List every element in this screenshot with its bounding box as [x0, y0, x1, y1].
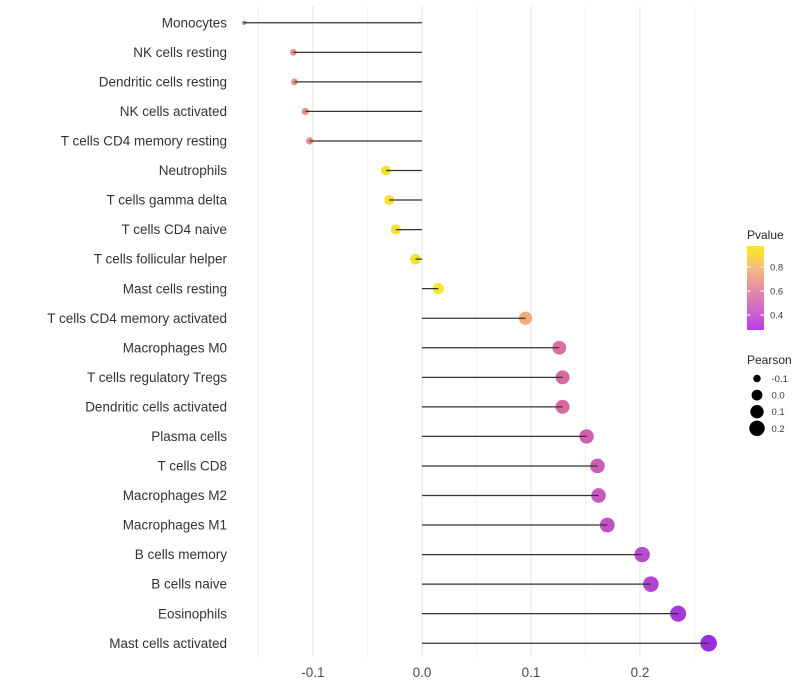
y-axis-label: Mast cells resting [123, 281, 227, 296]
y-axis-label: Macrophages M1 [123, 518, 227, 533]
legend-size-label: 0.0 [772, 391, 785, 402]
y-axis-label: T cells CD4 naive [121, 222, 227, 237]
legend-colorbar-tick-label: 0.8 [770, 263, 783, 274]
y-axis-label: NK cells activated [120, 104, 227, 119]
legend-pearson-title: Pearson [747, 353, 792, 367]
legend-size-label: 0.2 [772, 424, 785, 435]
x-axis-tick-label: -0.1 [301, 665, 324, 680]
y-axis-label: Mast cells activated [109, 636, 227, 651]
legend-colorbar-tick-label: 0.6 [770, 287, 783, 298]
y-axis-label: T cells CD4 memory activated [47, 311, 227, 326]
legend-size-dot [749, 420, 765, 437]
y-axis-label: B cells memory [135, 547, 228, 562]
y-axis-label: T cells CD4 memory resting [61, 134, 227, 149]
legend-size-dot [751, 389, 763, 401]
legend-size-label: -0.1 [772, 374, 788, 385]
y-axis-label: Macrophages M2 [123, 488, 227, 503]
legend-colorbar [747, 246, 764, 330]
y-axis-label: B cells naive [151, 577, 227, 592]
lollipop-dot [291, 78, 298, 86]
y-axis-label: Dendritic cells activated [85, 399, 227, 414]
x-axis-tick-label: 0.2 [631, 665, 650, 680]
y-axis-label: T cells follicular helper [94, 252, 228, 267]
y-axis-label: T cells regulatory Tregs [87, 370, 227, 385]
y-axis-label: Dendritic cells resting [99, 74, 227, 89]
legend-size-label: 0.1 [772, 407, 785, 418]
y-axis-label: Macrophages M0 [123, 340, 227, 355]
y-axis-label: T cells CD8 [157, 459, 227, 474]
y-axis-label: T cells gamma delta [106, 193, 227, 208]
legend-pvalue-title: Pvalue [747, 228, 784, 242]
legend-colorbar-tick-label: 0.4 [770, 311, 783, 322]
y-axis-label: Eosinophils [158, 606, 227, 621]
legend-size-dot [750, 405, 764, 419]
y-axis-label: Monocytes [162, 15, 228, 30]
y-axis-label: NK cells resting [133, 45, 227, 60]
y-axis-label: Neutrophils [159, 163, 228, 178]
x-axis-tick-label: 0.0 [413, 665, 432, 680]
x-axis-tick-label: 0.1 [522, 665, 541, 680]
y-axis-label: Plasma cells [151, 429, 227, 444]
legend-size-dot [753, 374, 761, 383]
